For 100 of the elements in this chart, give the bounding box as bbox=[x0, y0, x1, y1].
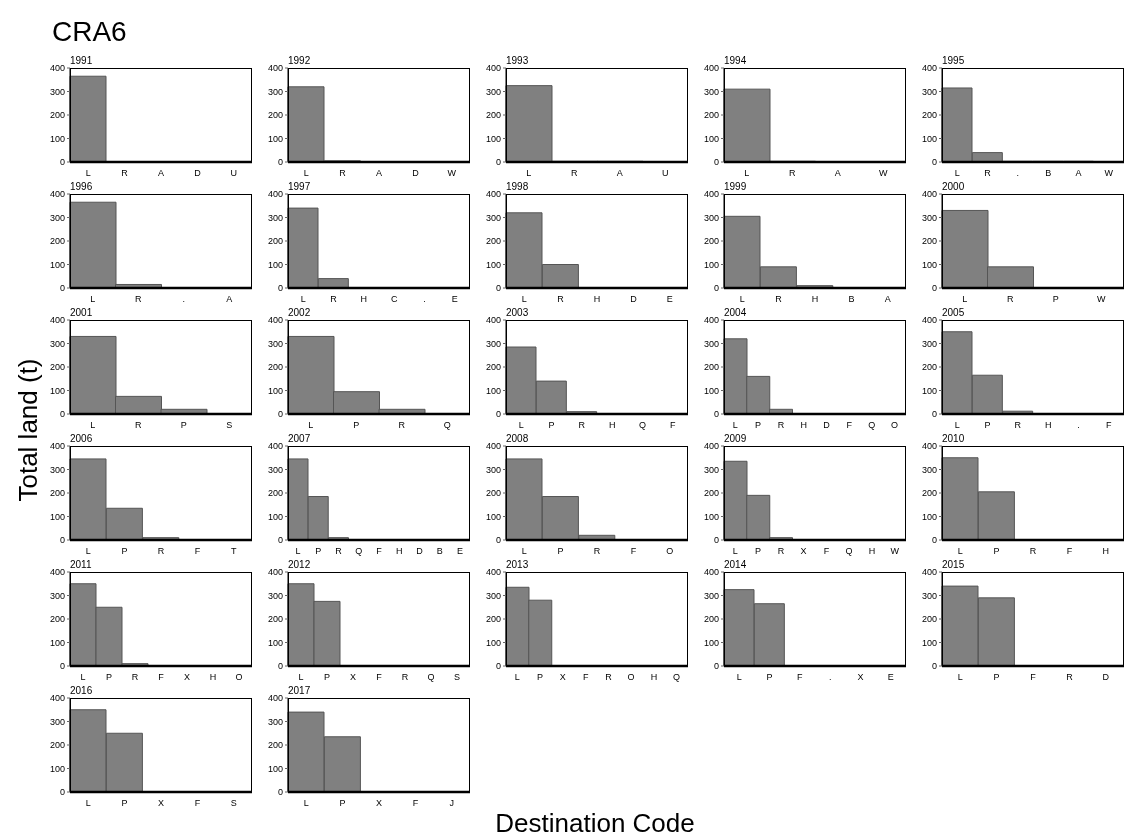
chart-title: 1998 bbox=[506, 181, 529, 193]
y-tick-label: 0 bbox=[277, 283, 283, 294]
chart-title: 1995 bbox=[942, 55, 965, 67]
x-tick-label: F bbox=[158, 672, 165, 683]
x-tick-label: L bbox=[521, 294, 527, 305]
x-tick-label: R bbox=[121, 168, 129, 179]
x-tick-label: L bbox=[514, 672, 520, 683]
x-tick-label: P bbox=[537, 672, 544, 683]
y-tick-label: 0 bbox=[713, 157, 719, 168]
y-tick-label: 400 bbox=[49, 63, 65, 74]
x-tick-label: P bbox=[548, 420, 555, 431]
x-tick-label: F bbox=[376, 546, 383, 557]
y-tick-label: 200 bbox=[49, 488, 65, 499]
y-tick-label: 100 bbox=[703, 511, 719, 522]
x-tick-label: P bbox=[557, 546, 564, 557]
x-tick-label: L bbox=[308, 420, 314, 431]
y-tick-label: 200 bbox=[703, 236, 719, 247]
y-tick-label: 200 bbox=[49, 740, 65, 751]
x-tick-label: L bbox=[85, 546, 91, 557]
x-tick-label: P bbox=[755, 546, 762, 557]
y-tick-label: 100 bbox=[921, 637, 937, 648]
x-tick-label: H bbox=[1044, 420, 1052, 431]
x-tick-label: P bbox=[339, 798, 346, 809]
chart-title: 2006 bbox=[70, 433, 93, 445]
y-tick-label: 400 bbox=[921, 315, 937, 326]
x-tick-label: R bbox=[593, 546, 601, 557]
y-tick-label: 100 bbox=[485, 637, 501, 648]
y-tick-label: 200 bbox=[485, 488, 501, 499]
y-tick-label: 300 bbox=[267, 338, 283, 349]
x-tick-label: L bbox=[303, 798, 309, 809]
x-tick-label: R bbox=[1007, 294, 1014, 305]
y-tick-label: 400 bbox=[921, 441, 937, 452]
chart-title: 2015 bbox=[942, 559, 965, 571]
x-tick-label: L bbox=[954, 420, 960, 431]
y-tick-label: 300 bbox=[267, 212, 283, 223]
x-tick-label: E bbox=[666, 294, 673, 305]
x-tick-label: X bbox=[857, 672, 864, 683]
chart-title: 2002 bbox=[288, 307, 311, 319]
x-tick-label: F bbox=[823, 546, 830, 557]
y-tick-label: 100 bbox=[921, 385, 937, 396]
x-tick-label: P bbox=[121, 798, 128, 809]
x-tick-label: R bbox=[1029, 546, 1037, 557]
x-tick-label: R bbox=[605, 672, 613, 683]
x-tick-label: A bbox=[1075, 168, 1082, 179]
chart-title: 2014 bbox=[724, 559, 747, 571]
y-tick-label: 200 bbox=[49, 614, 65, 625]
x-tick-label: L bbox=[954, 168, 960, 179]
x-tick-label: Q bbox=[355, 546, 363, 557]
y-tick-label: 100 bbox=[703, 637, 719, 648]
y-tick-label: 400 bbox=[267, 63, 283, 74]
y-tick-label: 400 bbox=[485, 63, 501, 74]
x-tick-label: A bbox=[616, 168, 623, 179]
y-tick-label: 400 bbox=[49, 315, 65, 326]
x-tick-label: L bbox=[732, 420, 738, 431]
x-tick-label: W bbox=[1097, 294, 1106, 305]
y-tick-label: 0 bbox=[277, 535, 283, 546]
x-tick-label: R bbox=[157, 546, 165, 557]
x-tick-label: P bbox=[1052, 294, 1059, 305]
y-tick-label: 100 bbox=[485, 133, 501, 144]
x-tick-label: D bbox=[194, 168, 202, 179]
y-tick-label: 400 bbox=[49, 567, 65, 578]
chart-title: 1993 bbox=[506, 55, 529, 67]
chart-title: 1992 bbox=[288, 55, 311, 67]
x-tick-label: O bbox=[891, 420, 899, 431]
y-tick-label: 0 bbox=[495, 661, 501, 672]
x-tick-label: L bbox=[300, 294, 306, 305]
x-tick-label: Q bbox=[638, 420, 647, 431]
x-tick-label: Q bbox=[845, 546, 853, 557]
chart-title: 2008 bbox=[506, 433, 529, 445]
y-tick-label: 0 bbox=[931, 157, 937, 168]
x-tick-label: E bbox=[456, 546, 463, 557]
x-tick-label: L bbox=[526, 168, 532, 179]
y-tick-label: 100 bbox=[921, 511, 937, 522]
chart-title: 2013 bbox=[506, 559, 529, 571]
x-tick-label: H bbox=[395, 546, 403, 557]
x-tick-label: S bbox=[230, 798, 237, 809]
y-tick-label: 0 bbox=[277, 157, 283, 168]
x-tick-label: P bbox=[323, 672, 331, 683]
x-tick-label: L bbox=[957, 672, 963, 683]
x-tick-label: P bbox=[993, 672, 1000, 683]
x-tick-label: L bbox=[518, 420, 524, 431]
y-tick-label: 100 bbox=[49, 637, 65, 648]
y-tick-label: 100 bbox=[703, 385, 719, 396]
y-tick-label: 300 bbox=[49, 212, 65, 223]
y-tick-label: 300 bbox=[485, 86, 501, 97]
y-tick-label: 200 bbox=[485, 236, 501, 247]
x-tick-label: P bbox=[984, 420, 991, 431]
y-tick-label: 300 bbox=[267, 716, 283, 727]
y-tick-label: 0 bbox=[277, 787, 283, 798]
x-tick-label: J bbox=[449, 798, 455, 809]
x-tick-label: R bbox=[131, 672, 139, 683]
y-tick-label: 200 bbox=[267, 614, 283, 625]
y-tick-label: 300 bbox=[921, 338, 937, 349]
y-tick-label: 200 bbox=[703, 110, 719, 121]
x-tick-label: F bbox=[670, 420, 677, 431]
y-tick-label: 100 bbox=[921, 133, 937, 144]
y-tick-label: 100 bbox=[485, 259, 501, 270]
x-tick-label: F bbox=[194, 798, 201, 809]
x-tick-label: A bbox=[834, 168, 841, 179]
y-tick-label: 400 bbox=[485, 315, 501, 326]
